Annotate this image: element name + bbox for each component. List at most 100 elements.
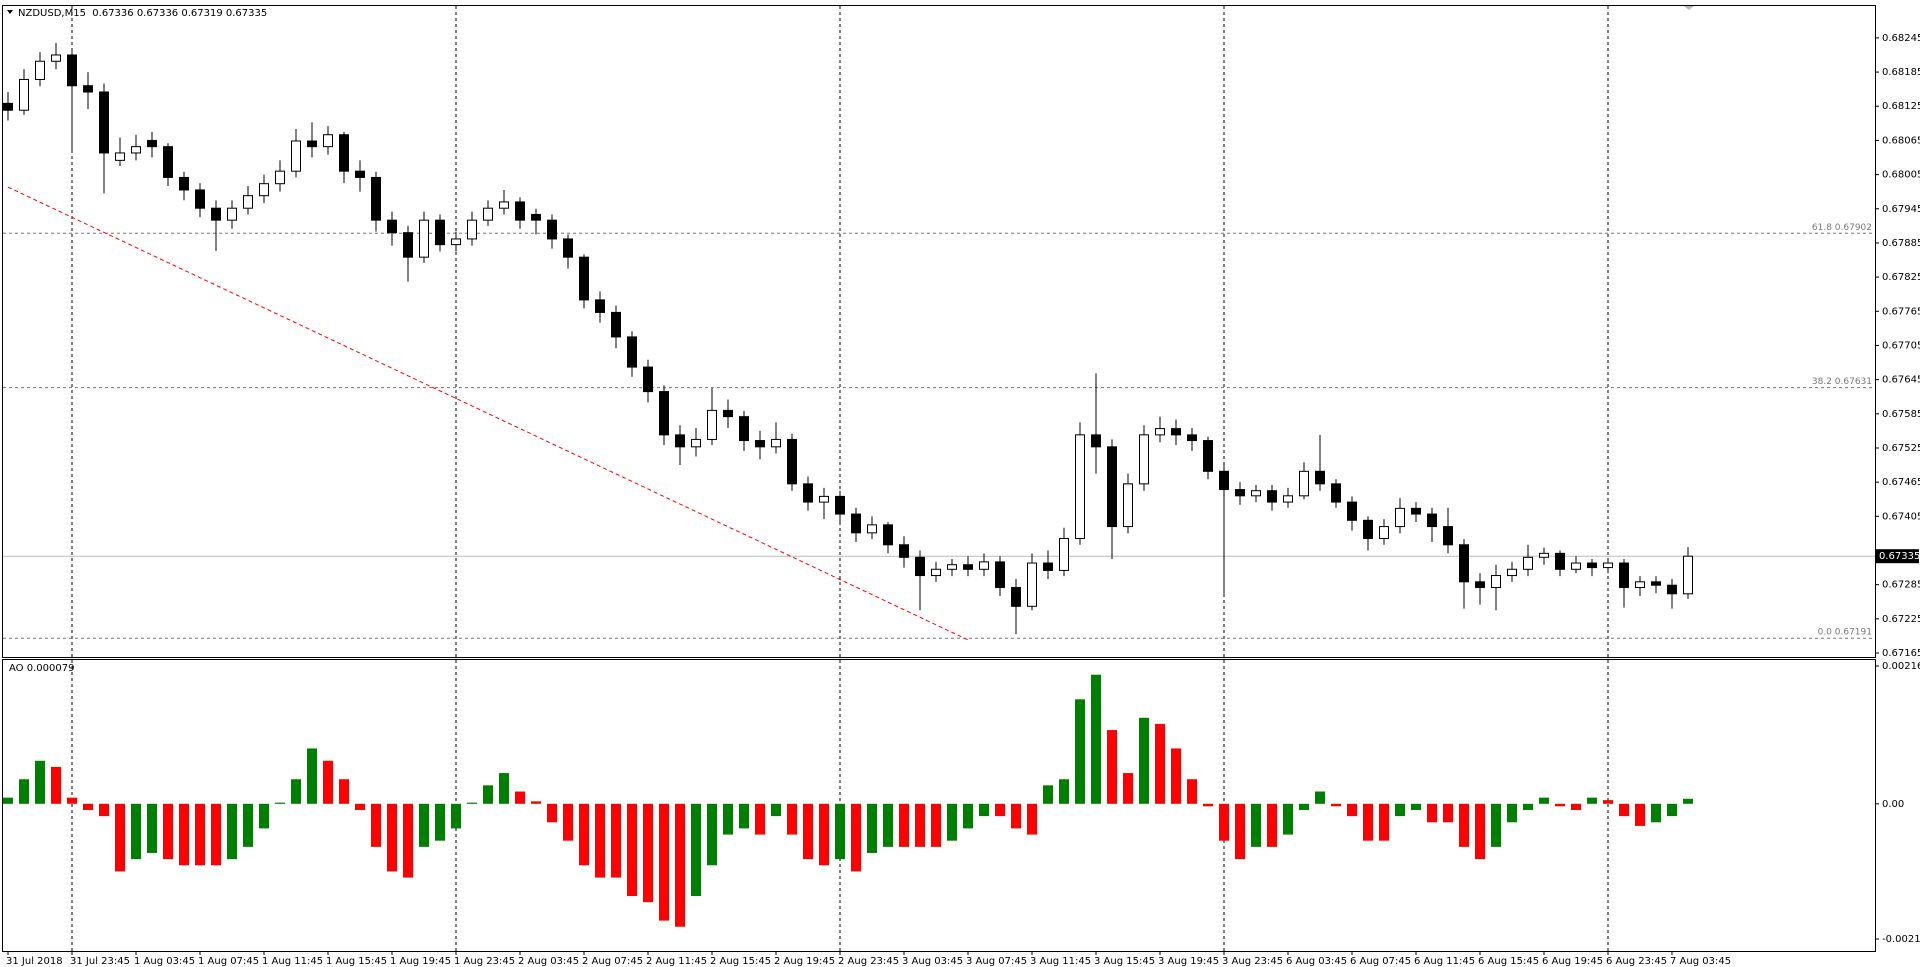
candle-body (979, 561, 989, 570)
ao-bar (131, 803, 141, 860)
y-tick-label: 0.68005 (1882, 170, 1920, 181)
ao-bar (35, 760, 45, 804)
ao-bar (931, 803, 941, 847)
ao-bar (1283, 803, 1293, 835)
ao-bar (195, 803, 205, 866)
y-tick-label: 0.67465 (1882, 477, 1920, 488)
x-tick-label: 6 Aug 11:45 (1414, 956, 1475, 967)
candle-body (195, 189, 205, 209)
candle-body (291, 140, 301, 172)
candle-body (1651, 581, 1661, 586)
y-tick-label: 0.68185 (1882, 67, 1920, 78)
x-tick-label: 2 Aug 15:45 (710, 956, 771, 967)
candle-body (83, 85, 93, 93)
candle-body (1123, 483, 1133, 528)
ao-bar (1491, 803, 1501, 847)
candle-body (995, 561, 1005, 589)
x-tick-label: 2 Aug 11:45 (646, 956, 707, 967)
candle-body (803, 483, 813, 503)
candle-body (1235, 489, 1245, 497)
candle-body (275, 170, 285, 185)
ao-bar (371, 803, 381, 847)
candle-body (1251, 490, 1261, 497)
candle-body (1331, 483, 1341, 503)
ao-bar (1123, 773, 1133, 804)
candle-body (1619, 562, 1629, 589)
ao-bar (1571, 803, 1581, 810)
candle-body (899, 544, 909, 558)
ao-bar (259, 803, 269, 829)
ao-bar (1139, 717, 1149, 804)
ao-bar (771, 803, 781, 817)
ao-bar (1091, 674, 1101, 804)
candle-body (1555, 552, 1565, 570)
candle-body (883, 524, 893, 546)
ao-bar (611, 803, 621, 878)
ao-bar (963, 803, 973, 829)
x-tick-label: 2 Aug 03:45 (518, 956, 579, 967)
candle-body (1283, 495, 1293, 503)
ao-bar (451, 803, 461, 829)
ao-bar (755, 803, 765, 835)
x-tick-label: 1 Aug 23:45 (454, 956, 515, 967)
candle-body (1475, 581, 1485, 589)
candle-body (1139, 434, 1149, 485)
candle-body (1027, 562, 1037, 607)
fib-label: 61.8 0.67902 (1812, 223, 1872, 233)
x-tick-label: 1 Aug 15:45 (326, 956, 387, 967)
ao-bar (51, 766, 61, 804)
y-tick-label: 0.67645 (1882, 375, 1920, 386)
x-tick-label: 6 Aug 15:45 (1478, 956, 1539, 967)
ao-bar (3, 797, 13, 804)
ao-bar (67, 797, 77, 804)
ao-bar (1267, 803, 1277, 847)
candle-body (1155, 428, 1165, 436)
ao-bar (867, 803, 877, 853)
candle-body (1459, 544, 1469, 583)
ao-bar (1251, 803, 1261, 847)
candle-body (611, 311, 621, 338)
candle-body (1299, 470, 1309, 497)
candle-body (787, 438, 797, 485)
candle-body (643, 366, 653, 393)
candle-body (1187, 434, 1197, 442)
trendline (7, 186, 969, 641)
candle-body (67, 54, 77, 87)
candle-body (323, 134, 333, 148)
candle-body (227, 207, 237, 221)
ao-bar (499, 773, 509, 804)
candle-body (1107, 446, 1117, 528)
candle-body (35, 60, 45, 80)
ao-bar (1683, 798, 1693, 804)
y-tick-label: 0.67945 (1882, 204, 1920, 215)
candle-body (739, 416, 749, 442)
candle-body (467, 219, 477, 240)
candle-body (755, 440, 765, 448)
ao-bar (851, 803, 861, 872)
x-tick-label: 3 Aug 15:45 (1094, 956, 1155, 967)
ao-bar (1043, 785, 1053, 804)
y-tick-label: 0.67705 (1882, 340, 1920, 351)
ao-bar (947, 803, 957, 841)
y-tick-label: 0.68245 (1882, 33, 1920, 44)
ao-bar (739, 803, 749, 829)
x-tick-label: 1 Aug 11:45 (262, 956, 323, 967)
ao-bar (579, 803, 589, 866)
ao-bar (1363, 803, 1373, 841)
ao-bar (1523, 803, 1533, 810)
candle-body (483, 207, 493, 221)
candle-body (1219, 470, 1229, 491)
y-tick-label: 0.67405 (1882, 511, 1920, 522)
ao-bar (435, 803, 445, 841)
ao-bar (1203, 803, 1213, 807)
menu-arrow[interactable] (7, 10, 13, 14)
candle-body (147, 139, 157, 148)
candle-body (1091, 434, 1101, 448)
candle-body (99, 91, 109, 154)
candle-body (1043, 562, 1053, 571)
ao-bar (1107, 730, 1117, 804)
y-tick-label: 0.67525 (1882, 443, 1920, 454)
ao-bar (1299, 803, 1309, 810)
x-tick-label: 1 Aug 03:45 (134, 956, 195, 967)
candle-body (211, 207, 221, 221)
